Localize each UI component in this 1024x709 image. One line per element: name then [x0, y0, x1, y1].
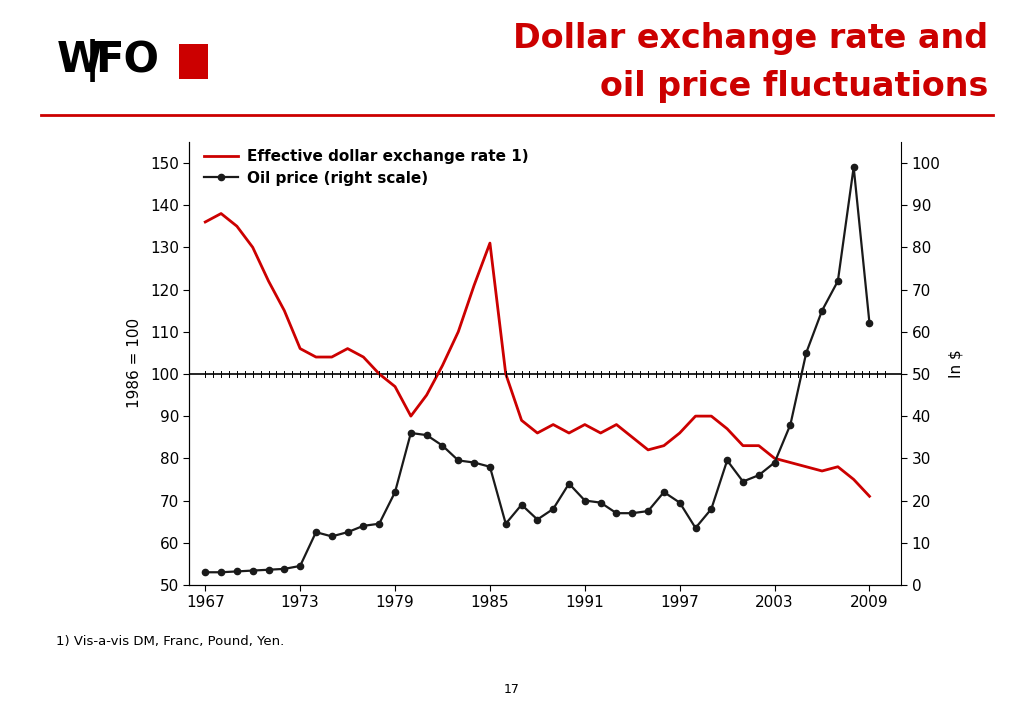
Text: 17: 17 — [504, 683, 520, 696]
Text: |: | — [85, 39, 100, 82]
Y-axis label: In $: In $ — [949, 349, 964, 378]
Y-axis label: 1986 = 100: 1986 = 100 — [127, 318, 141, 408]
Text: 1) Vis-a-vis DM, Franc, Pound, Yen.: 1) Vis-a-vis DM, Franc, Pound, Yen. — [56, 635, 285, 648]
Text: Dollar exchange rate and: Dollar exchange rate and — [513, 23, 988, 55]
Legend: Effective dollar exchange rate 1), Oil price (right scale): Effective dollar exchange rate 1), Oil p… — [204, 150, 528, 186]
Text: oil price fluctuations: oil price fluctuations — [600, 70, 988, 103]
Text: W: W — [56, 39, 102, 82]
Text: FO: FO — [95, 39, 160, 82]
